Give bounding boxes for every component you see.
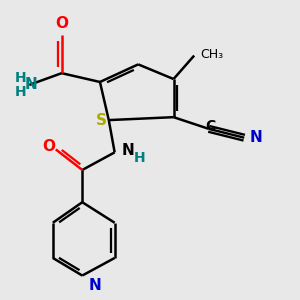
Text: S: S <box>96 112 107 128</box>
Text: O: O <box>42 139 55 154</box>
Text: C: C <box>205 119 215 133</box>
Text: CH₃: CH₃ <box>200 48 223 61</box>
Text: N: N <box>122 143 135 158</box>
Text: H: H <box>15 70 26 85</box>
Text: N: N <box>24 77 37 92</box>
Text: N: N <box>88 278 101 293</box>
Text: H: H <box>134 151 146 165</box>
Text: N: N <box>250 130 263 145</box>
Text: O: O <box>55 16 68 31</box>
Text: H: H <box>15 85 26 99</box>
